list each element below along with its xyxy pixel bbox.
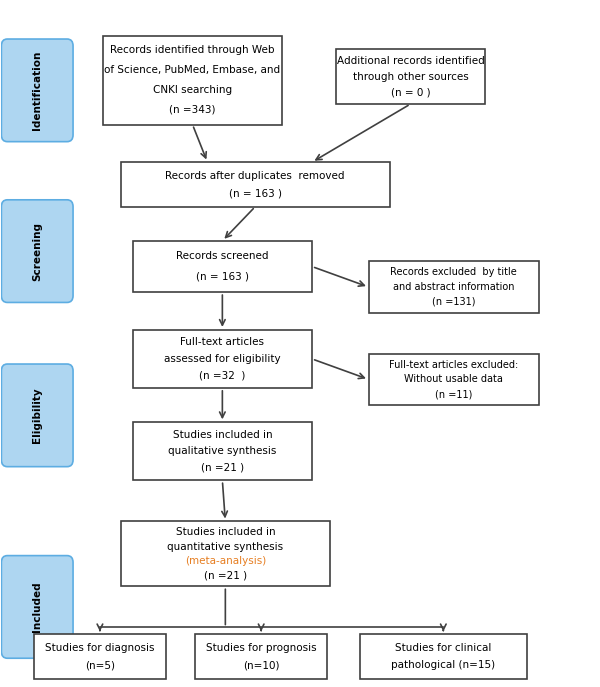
Text: (n=10): (n=10) — [243, 660, 280, 671]
Text: Full-text articles excluded:: Full-text articles excluded: — [389, 360, 518, 370]
Text: through other sources: through other sources — [353, 71, 469, 82]
Text: (n=5): (n=5) — [85, 660, 115, 671]
FancyBboxPatch shape — [121, 162, 389, 207]
FancyBboxPatch shape — [336, 49, 485, 104]
Text: Studies included in: Studies included in — [173, 429, 272, 440]
FancyBboxPatch shape — [133, 330, 312, 388]
FancyBboxPatch shape — [1, 200, 73, 302]
Text: assessed for eligibility: assessed for eligibility — [164, 354, 281, 364]
Text: pathological (n=15): pathological (n=15) — [391, 660, 496, 671]
Text: Records identified through Web: Records identified through Web — [110, 45, 275, 56]
FancyBboxPatch shape — [133, 423, 312, 480]
FancyBboxPatch shape — [34, 634, 166, 679]
Text: Studies included in: Studies included in — [176, 527, 275, 537]
Text: of Science, PubMed, Embase, and: of Science, PubMed, Embase, and — [104, 65, 281, 75]
Text: (n =32  ): (n =32 ) — [199, 370, 245, 381]
Text: Studies for clinical: Studies for clinical — [395, 642, 491, 653]
Text: Included: Included — [32, 582, 42, 632]
Text: qualitative synthesis: qualitative synthesis — [168, 447, 277, 456]
Text: (n = 163 ): (n = 163 ) — [196, 272, 249, 282]
Text: Studies for diagnosis: Studies for diagnosis — [45, 642, 155, 653]
Text: Identification: Identification — [32, 51, 42, 130]
FancyBboxPatch shape — [196, 634, 327, 679]
Text: CNKI searching: CNKI searching — [153, 85, 232, 95]
FancyBboxPatch shape — [1, 364, 73, 466]
FancyBboxPatch shape — [1, 39, 73, 142]
FancyBboxPatch shape — [133, 241, 312, 292]
FancyBboxPatch shape — [121, 521, 330, 587]
Text: Studies for prognosis: Studies for prognosis — [206, 642, 316, 653]
Text: (meta-analysis): (meta-analysis) — [185, 556, 266, 566]
Text: and abstract information: and abstract information — [393, 282, 515, 292]
Text: (n =131): (n =131) — [432, 297, 476, 306]
FancyBboxPatch shape — [368, 261, 539, 313]
FancyBboxPatch shape — [1, 556, 73, 658]
FancyBboxPatch shape — [360, 634, 527, 679]
Text: (n = 163 ): (n = 163 ) — [229, 188, 282, 199]
FancyBboxPatch shape — [103, 36, 282, 124]
Text: Full-text articles: Full-text articles — [181, 337, 265, 347]
Text: Records excluded  by title: Records excluded by title — [391, 267, 517, 278]
Text: Screening: Screening — [32, 222, 42, 280]
FancyBboxPatch shape — [368, 354, 539, 405]
Text: Records screened: Records screened — [176, 251, 269, 261]
Text: (n =21 ): (n =21 ) — [201, 463, 244, 473]
Text: Without usable data: Without usable data — [404, 374, 503, 385]
Text: (n =11): (n =11) — [435, 389, 472, 399]
Text: (n = 0 ): (n = 0 ) — [391, 87, 430, 98]
Text: (n =21 ): (n =21 ) — [204, 571, 247, 581]
Text: quantitative synthesis: quantitative synthesis — [167, 541, 283, 552]
Text: Eligibility: Eligibility — [32, 387, 42, 443]
Text: Records after duplicates  removed: Records after duplicates removed — [166, 170, 345, 181]
Text: (n =343): (n =343) — [169, 104, 216, 115]
Text: Additional records identified: Additional records identified — [337, 56, 484, 66]
